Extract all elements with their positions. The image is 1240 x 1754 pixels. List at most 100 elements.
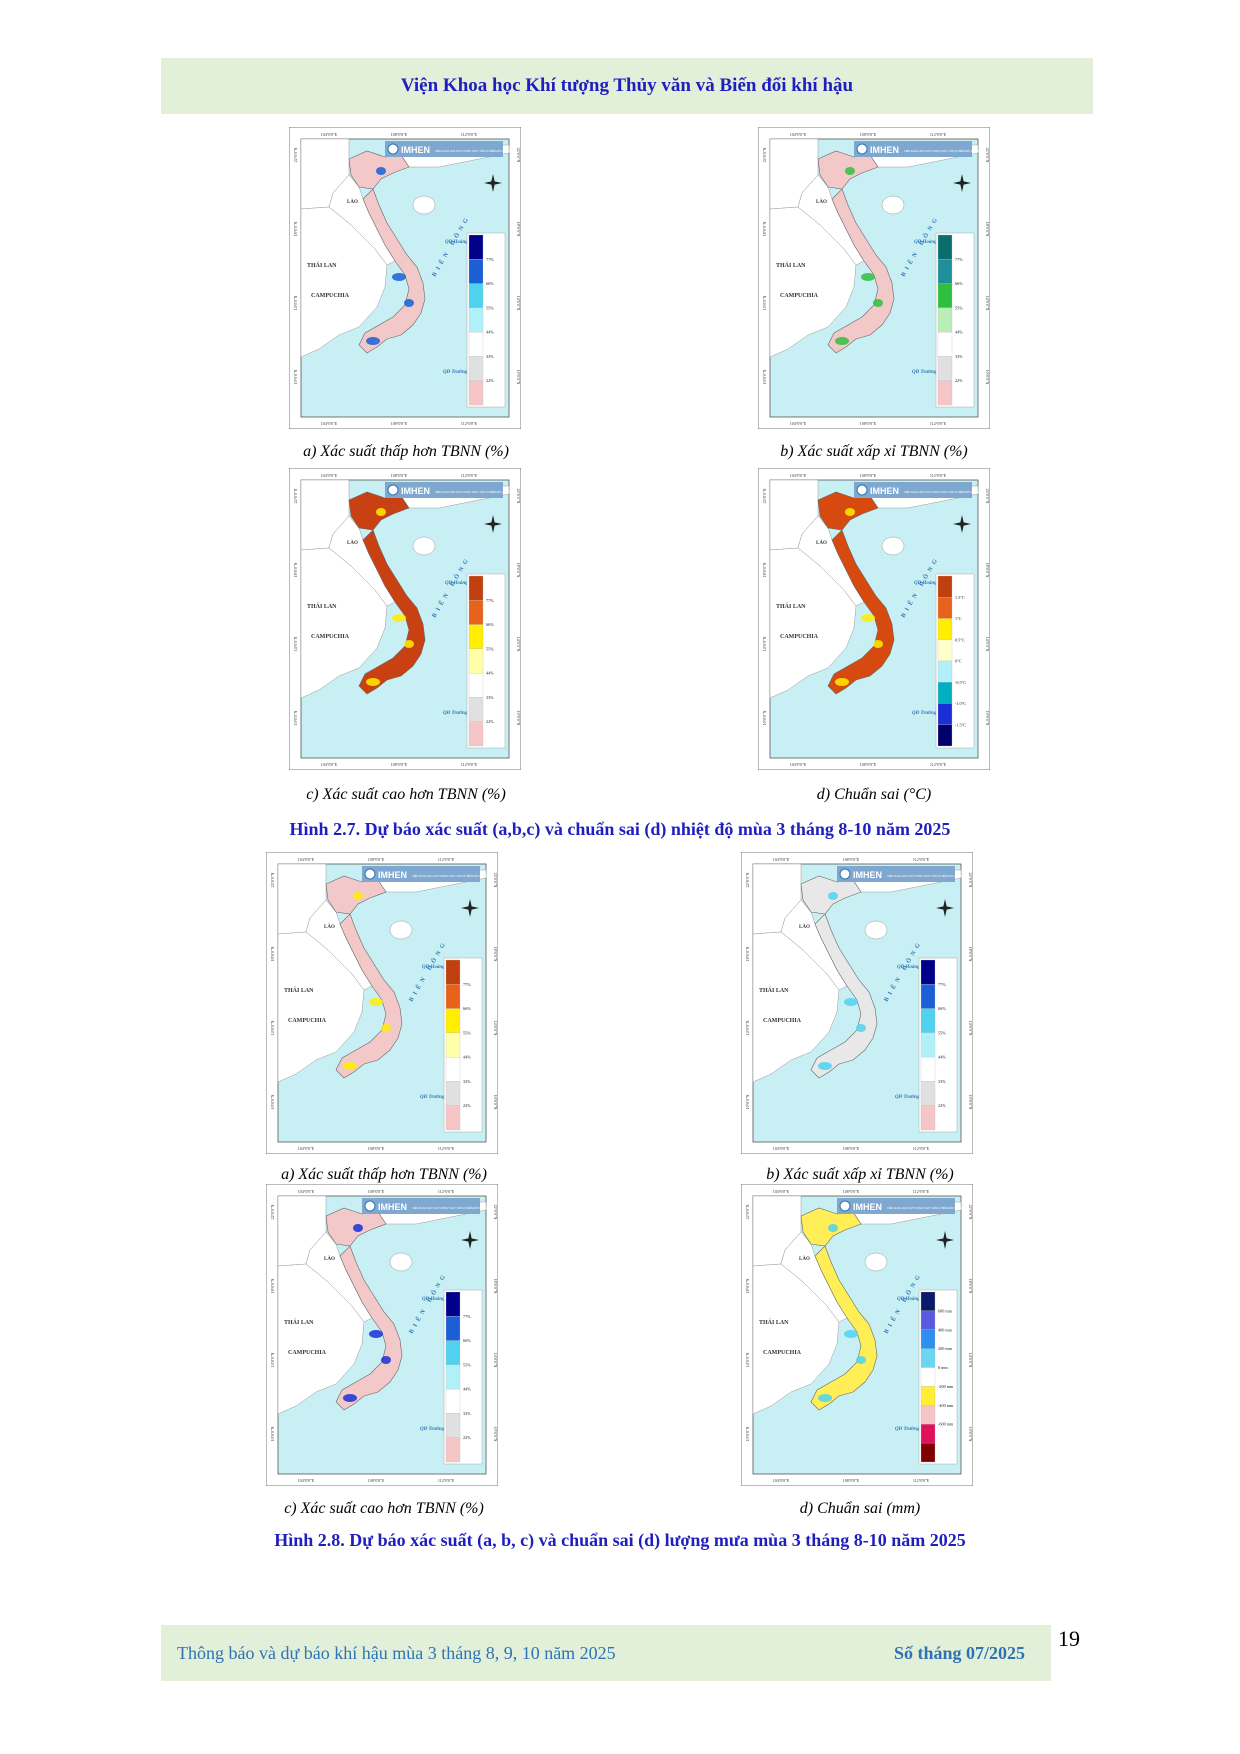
lon-tick-top: 104°0'0"E [790, 132, 807, 137]
lat-tick-right: 18°0'0"N [493, 1279, 498, 1294]
legend-label: 44% [463, 1055, 471, 1060]
label-spratly: QĐ Trường Sa [420, 1427, 451, 1432]
map-28c: IMHEN VIỆN KHOA HỌC KHÍ TƯỢNG THỦY VĂN VÀ… [266, 1184, 498, 1486]
caption-27a: a) Xác suất thấp hơn TBNN (%) [303, 443, 509, 460]
legend-label: 22% [486, 719, 494, 724]
legend-label: 0 mm [938, 1365, 948, 1370]
label-cambodia: CAMPUCHIA [311, 634, 350, 640]
label-cambodia: CAMPUCHIA [780, 293, 819, 299]
lon-tick-bottom: 108°0'0"E [368, 1478, 385, 1483]
legend-label: 33% [486, 354, 494, 359]
svg-text:VIỆN KHOA HỌC KHÍ TƯỢNG THỦY V: VIỆN KHOA HỌC KHÍ TƯỢNG THỦY VĂN VÀ BIẾN… [887, 1205, 964, 1210]
legend-label: 77% [486, 257, 494, 262]
lat-tick-left: 22°0'0"N [293, 488, 298, 503]
label-cambodia: CAMPUCHIA [763, 1350, 802, 1356]
forecast-hotspot [381, 1024, 391, 1032]
lat-tick-left: 14°0'0"N [745, 1352, 750, 1367]
label-cambodia: CAMPUCHIA [763, 1018, 802, 1024]
lat-tick-left: 18°0'0"N [293, 221, 298, 236]
map-27a: IMHEN VIỆN KHOA HỌC KHÍ TƯỢNG THỦY VĂN VÀ… [289, 127, 521, 429]
forecast-hotspot [369, 1330, 383, 1338]
legend-swatch [920, 1405, 936, 1425]
label-laos: LÀO [799, 1256, 810, 1262]
caption-28b: b) Xác suất xấp xỉ TBNN (%) [766, 1166, 954, 1183]
label-thailand: THÁI LAN [284, 1318, 314, 1326]
svg-text:IMHEN: IMHEN [378, 870, 407, 880]
lat-tick-left: 14°0'0"N [270, 1352, 275, 1367]
lat-tick-right: 18°0'0"N [968, 947, 973, 962]
svg-text:IMHEN: IMHEN [401, 486, 430, 496]
legend-swatch [445, 1340, 461, 1366]
label-paracel: QĐ Hoàng Sa [445, 240, 475, 245]
lon-tick-top: 112°0'0"E [930, 473, 947, 478]
label-cambodia: CAMPUCHIA [288, 1018, 327, 1024]
lat-tick-left: 10°0'0"N [762, 710, 767, 725]
forecast-hotspot [369, 998, 383, 1006]
lat-tick-right: 14°0'0"N [493, 1021, 498, 1036]
lat-tick-left: 18°0'0"N [745, 1278, 750, 1293]
header-title: Viện Khoa học Khí tượng Thủy văn và Biến… [400, 75, 854, 96]
lat-tick-right: 10°0'0"N [516, 711, 521, 726]
svg-text:IMHEN: IMHEN [870, 486, 899, 496]
lon-tick-bottom: 108°0'0"E [843, 1146, 860, 1151]
lon-tick-top: 104°0'0"E [298, 857, 315, 862]
lat-tick-right: 10°0'0"N [985, 370, 990, 385]
lat-tick-left: 22°0'0"N [745, 1204, 750, 1219]
lon-tick-top: 112°0'0"E [461, 473, 478, 478]
lon-tick-bottom: 104°0'0"E [321, 421, 338, 426]
legend-label: 0°C [955, 659, 962, 664]
lat-tick-right: 14°0'0"N [985, 296, 990, 311]
legend-label: -200 mm [938, 1384, 954, 1389]
legend-swatch [920, 1105, 936, 1131]
forecast-hotspot [873, 640, 883, 648]
imhen-logo [837, 1198, 955, 1214]
north-arrow-icon [936, 1231, 954, 1249]
lon-tick-top: 108°0'0"E [860, 473, 877, 478]
svg-text:IMHEN: IMHEN [853, 870, 882, 880]
legend-label: 22% [938, 1103, 946, 1108]
legend-swatch [445, 984, 461, 1009]
north-arrow-icon [936, 899, 954, 917]
legend-swatch [920, 1329, 936, 1349]
label-spratly: QĐ Trường Sa [443, 711, 474, 716]
lat-tick-right: 14°0'0"N [968, 1353, 973, 1368]
map-28b: IMHEN VIỆN KHOA HỌC KHÍ TƯỢNG THỦY VĂN VÀ… [741, 852, 973, 1154]
lat-tick-left: 10°0'0"N [270, 1426, 275, 1441]
legend-swatch [445, 1437, 461, 1463]
svg-text:VIỆN KHOA HỌC KHÍ TƯỢNG THỦY V: VIỆN KHOA HỌC KHÍ TƯỢNG THỦY VĂN VÀ BIẾN… [435, 489, 512, 494]
forecast-hotspot [366, 678, 380, 686]
legend-swatch [445, 1105, 461, 1131]
lon-tick-top: 108°0'0"E [843, 1189, 860, 1194]
lat-tick-right: 10°0'0"N [968, 1095, 973, 1110]
forecast-hotspot [353, 892, 363, 900]
legend-swatch [468, 259, 484, 284]
legend-swatch [445, 1291, 461, 1317]
north-arrow-icon [953, 515, 971, 533]
forecast-hotspot [376, 167, 386, 175]
legend-label: 77% [463, 982, 471, 987]
lon-tick-bottom: 112°0'0"E [461, 762, 478, 767]
legend-swatch [468, 697, 484, 722]
forecast-hotspot [818, 1062, 832, 1070]
legend-label: 22% [955, 378, 963, 383]
lon-tick-top: 104°0'0"E [773, 1189, 790, 1194]
legend-swatch [937, 618, 953, 640]
north-arrow-icon [461, 1231, 479, 1249]
lat-tick-left: 14°0'0"N [293, 636, 298, 651]
lat-tick-left: 22°0'0"N [762, 488, 767, 503]
north-arrow-icon [484, 174, 502, 192]
forecast-hotspot [835, 337, 849, 345]
figure-28-title: Hình 2.8. Dự báo xác suất (a, b, c) và c… [274, 1530, 966, 1550]
imhen-logo [854, 141, 972, 157]
legend-label: 33% [463, 1411, 471, 1416]
legend-swatch [445, 959, 461, 985]
legend-label: 55% [955, 305, 963, 310]
legend-swatch [468, 234, 484, 260]
lon-tick-top: 104°0'0"E [321, 473, 338, 478]
legend-swatch [468, 600, 484, 625]
legend-swatch [937, 597, 953, 619]
lat-tick-left: 14°0'0"N [745, 1020, 750, 1035]
legend-swatch [920, 959, 936, 985]
legend-swatch [445, 1413, 461, 1438]
lat-tick-left: 18°0'0"N [762, 221, 767, 236]
